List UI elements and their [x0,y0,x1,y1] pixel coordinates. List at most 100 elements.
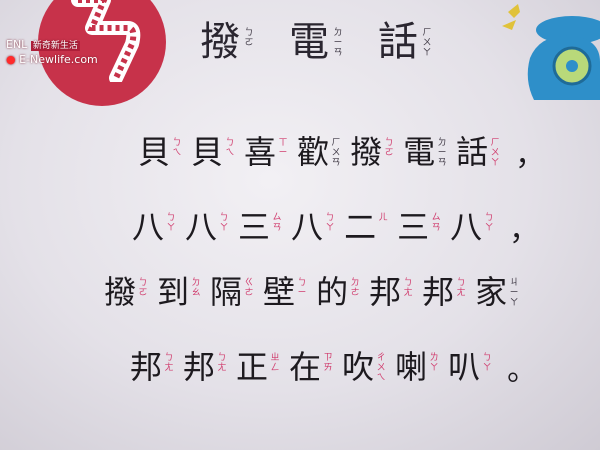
lesson-title: 撥ㄅㄛ電ㄉㄧㄢ話ㄏㄨㄚ [200,12,461,72]
verse-line-4: 邦ㄅㄤ邦ㄅㄤ正ㄓㄥ在ㄗㄞ吹ㄔㄨㄟ喇ㄌㄚ叭ㄅㄚ。 [0,345,600,389]
character-cell: 壁ㄅㄧ [263,272,308,312]
hanzi-character: 八 [450,208,483,246]
zhuyin-annotation: ㄦ [378,213,388,223]
hanzi-character: 三 [397,208,430,246]
zhuyin-annotation: ㄅㄚ [482,353,492,373]
watermark-site: E-Newlife.com [19,53,98,66]
zhuyin-annotation: ㄅㄚ [219,213,229,233]
zhuyin-annotation: ㄅㄤ [164,353,174,373]
zhuyin-annotation: ㄙㄢ [272,213,282,233]
zhuyin-annotation: ㄒㄧ [278,138,288,158]
hanzi-character: 邦 [130,348,163,386]
zhuyin-annotation: ㄅㄟ [172,138,182,158]
hanzi-character: 歡 [297,133,330,171]
character-cell: 電ㄉㄧㄢ [403,132,448,172]
character-cell: 三ㄙㄢ [397,207,442,247]
character-cell: 吹ㄔㄨㄟ [342,347,387,387]
zhuyin-annotation: ㄅㄚ [166,213,176,233]
character-cell: 喇ㄌㄚ [395,347,440,387]
hanzi-character: 二 [344,208,377,246]
zhuyin-annotation: ㄅㄚ [325,213,335,233]
hanzi-character: 八 [291,208,324,246]
watermark-prefix: ENL [6,38,28,51]
zhuyin-annotation: ㄉㄜ [350,278,360,298]
punctuation-mark: ， [509,213,540,248]
zhuyin-annotation: ㄅㄛ [384,138,394,158]
hanzi-character: 隔 [210,273,243,311]
hanzi-character: 到 [157,273,190,311]
hanzi-character: 電 [289,19,331,65]
zhuyin-annotation: ㄍㄜ [244,278,254,298]
telephone-icon [502,4,600,100]
character-cell: 正ㄓㄥ [236,347,281,387]
zhuyin-annotation: ㄉㄧㄢ [437,138,447,168]
character-cell: 邦ㄅㄤ [422,272,467,312]
zhuyin-annotation: ㄅㄟ [225,138,235,158]
hanzi-character: 邦 [369,273,402,311]
zhuyin-annotation: ㄅㄤ [217,353,227,373]
hanzi-character: 家 [475,273,508,311]
zhuyin-annotation: ㄅㄤ [403,278,413,298]
zhuyin-annotation: ㄅㄛ [244,28,254,48]
character-cell: 貝ㄅㄟ [138,132,183,172]
character-cell: 的ㄉㄜ [316,272,361,312]
character-cell: 撥ㄅㄛ [104,272,149,312]
character-cell: 話ㄏㄨㄚ [378,22,433,62]
character-cell: 貝ㄅㄟ [191,132,236,172]
zhuyin-annotation: ㄐㄧㄚ [509,278,519,308]
zhuyin-annotation: ㄏㄨㄢ [331,138,341,168]
zhuyin-annotation: ㄉㄧㄢ [333,28,343,58]
character-cell: 電ㄉㄧㄢ [289,22,344,62]
zhuyin-annotation: ㄅㄧ [297,278,307,298]
character-cell: 歡ㄏㄨㄢ [297,132,342,172]
hanzi-character: 在 [289,348,322,386]
zhuyin-annotation: ㄅㄚ [484,213,494,233]
hanzi-character: 話 [456,133,489,171]
hanzi-character: 邦 [183,348,216,386]
hanzi-character: 三 [238,208,271,246]
hanzi-character: 貝 [138,133,171,171]
hanzi-character: 電 [403,133,436,171]
character-cell: 邦ㄅㄤ [130,347,175,387]
character-cell: 撥ㄅㄛ [200,22,255,62]
hanzi-character: 撥 [200,19,242,65]
hanzi-character: 壁 [263,273,296,311]
hanzi-character: 撥 [350,133,383,171]
zhuyin-annotation: ㄌㄚ [429,353,439,373]
character-cell: 邦ㄅㄤ [369,272,414,312]
character-cell: 八ㄅㄚ [450,207,495,247]
character-cell: 撥ㄅㄛ [350,132,395,172]
character-cell: 家ㄐㄧㄚ [475,272,520,312]
character-cell: 喜ㄒㄧ [244,132,289,172]
character-cell: 八ㄅㄚ [132,207,177,247]
character-cell: 在ㄗㄞ [289,347,334,387]
watermark: ENL 新奇新生活 ● E-Newlife.com [6,38,98,66]
watermark-dot-icon: ● [6,53,16,66]
character-cell: 邦ㄅㄤ [183,347,228,387]
character-cell: 叭ㄅㄚ [448,347,493,387]
zhuyin-annotation: ㄗㄞ [323,353,333,373]
zhuyin-annotation: ㄅㄛ [138,278,148,298]
zhuyin-annotation: ㄏㄨㄚ [490,138,500,168]
zhuyin-annotation: ㄔㄨㄟ [376,353,386,383]
zhuyin-annotation: ㄅㄤ [456,278,466,298]
hanzi-character: 叭 [448,348,481,386]
character-cell: 三ㄙㄢ [238,207,283,247]
hanzi-character: 喇 [395,348,428,386]
verse-line-1: 貝ㄅㄟ貝ㄅㄟ喜ㄒㄧ歡ㄏㄨㄢ撥ㄅㄛ電ㄉㄧㄢ話ㄏㄨㄚ， [0,130,600,174]
hanzi-character: 貝 [191,133,224,171]
hanzi-character: 撥 [104,273,137,311]
hanzi-character: 邦 [422,273,455,311]
character-cell: 話ㄏㄨㄚ [456,132,501,172]
zhuyin-annotation: ㄓㄥ [270,353,280,373]
zhuyin-badge [38,0,166,106]
verse-line-2: 八ㄅㄚ八ㄅㄚ三ㄙㄢ八ㄅㄚ二ㄦ三ㄙㄢ八ㄅㄚ， [0,205,600,249]
hanzi-character: 八 [132,208,165,246]
bo-glyph-icon [71,0,141,82]
character-cell: 隔ㄍㄜ [210,272,255,312]
verse-line-3: 撥ㄅㄛ到ㄉㄠ隔ㄍㄜ壁ㄅㄧ的ㄉㄜ邦ㄅㄤ邦ㄅㄤ家ㄐㄧㄚ [0,272,600,312]
character-cell: 二ㄦ [344,207,389,247]
zhuyin-annotation: ㄉㄠ [191,278,201,298]
hanzi-character: 正 [236,348,269,386]
character-cell: 八ㄅㄚ [185,207,230,247]
